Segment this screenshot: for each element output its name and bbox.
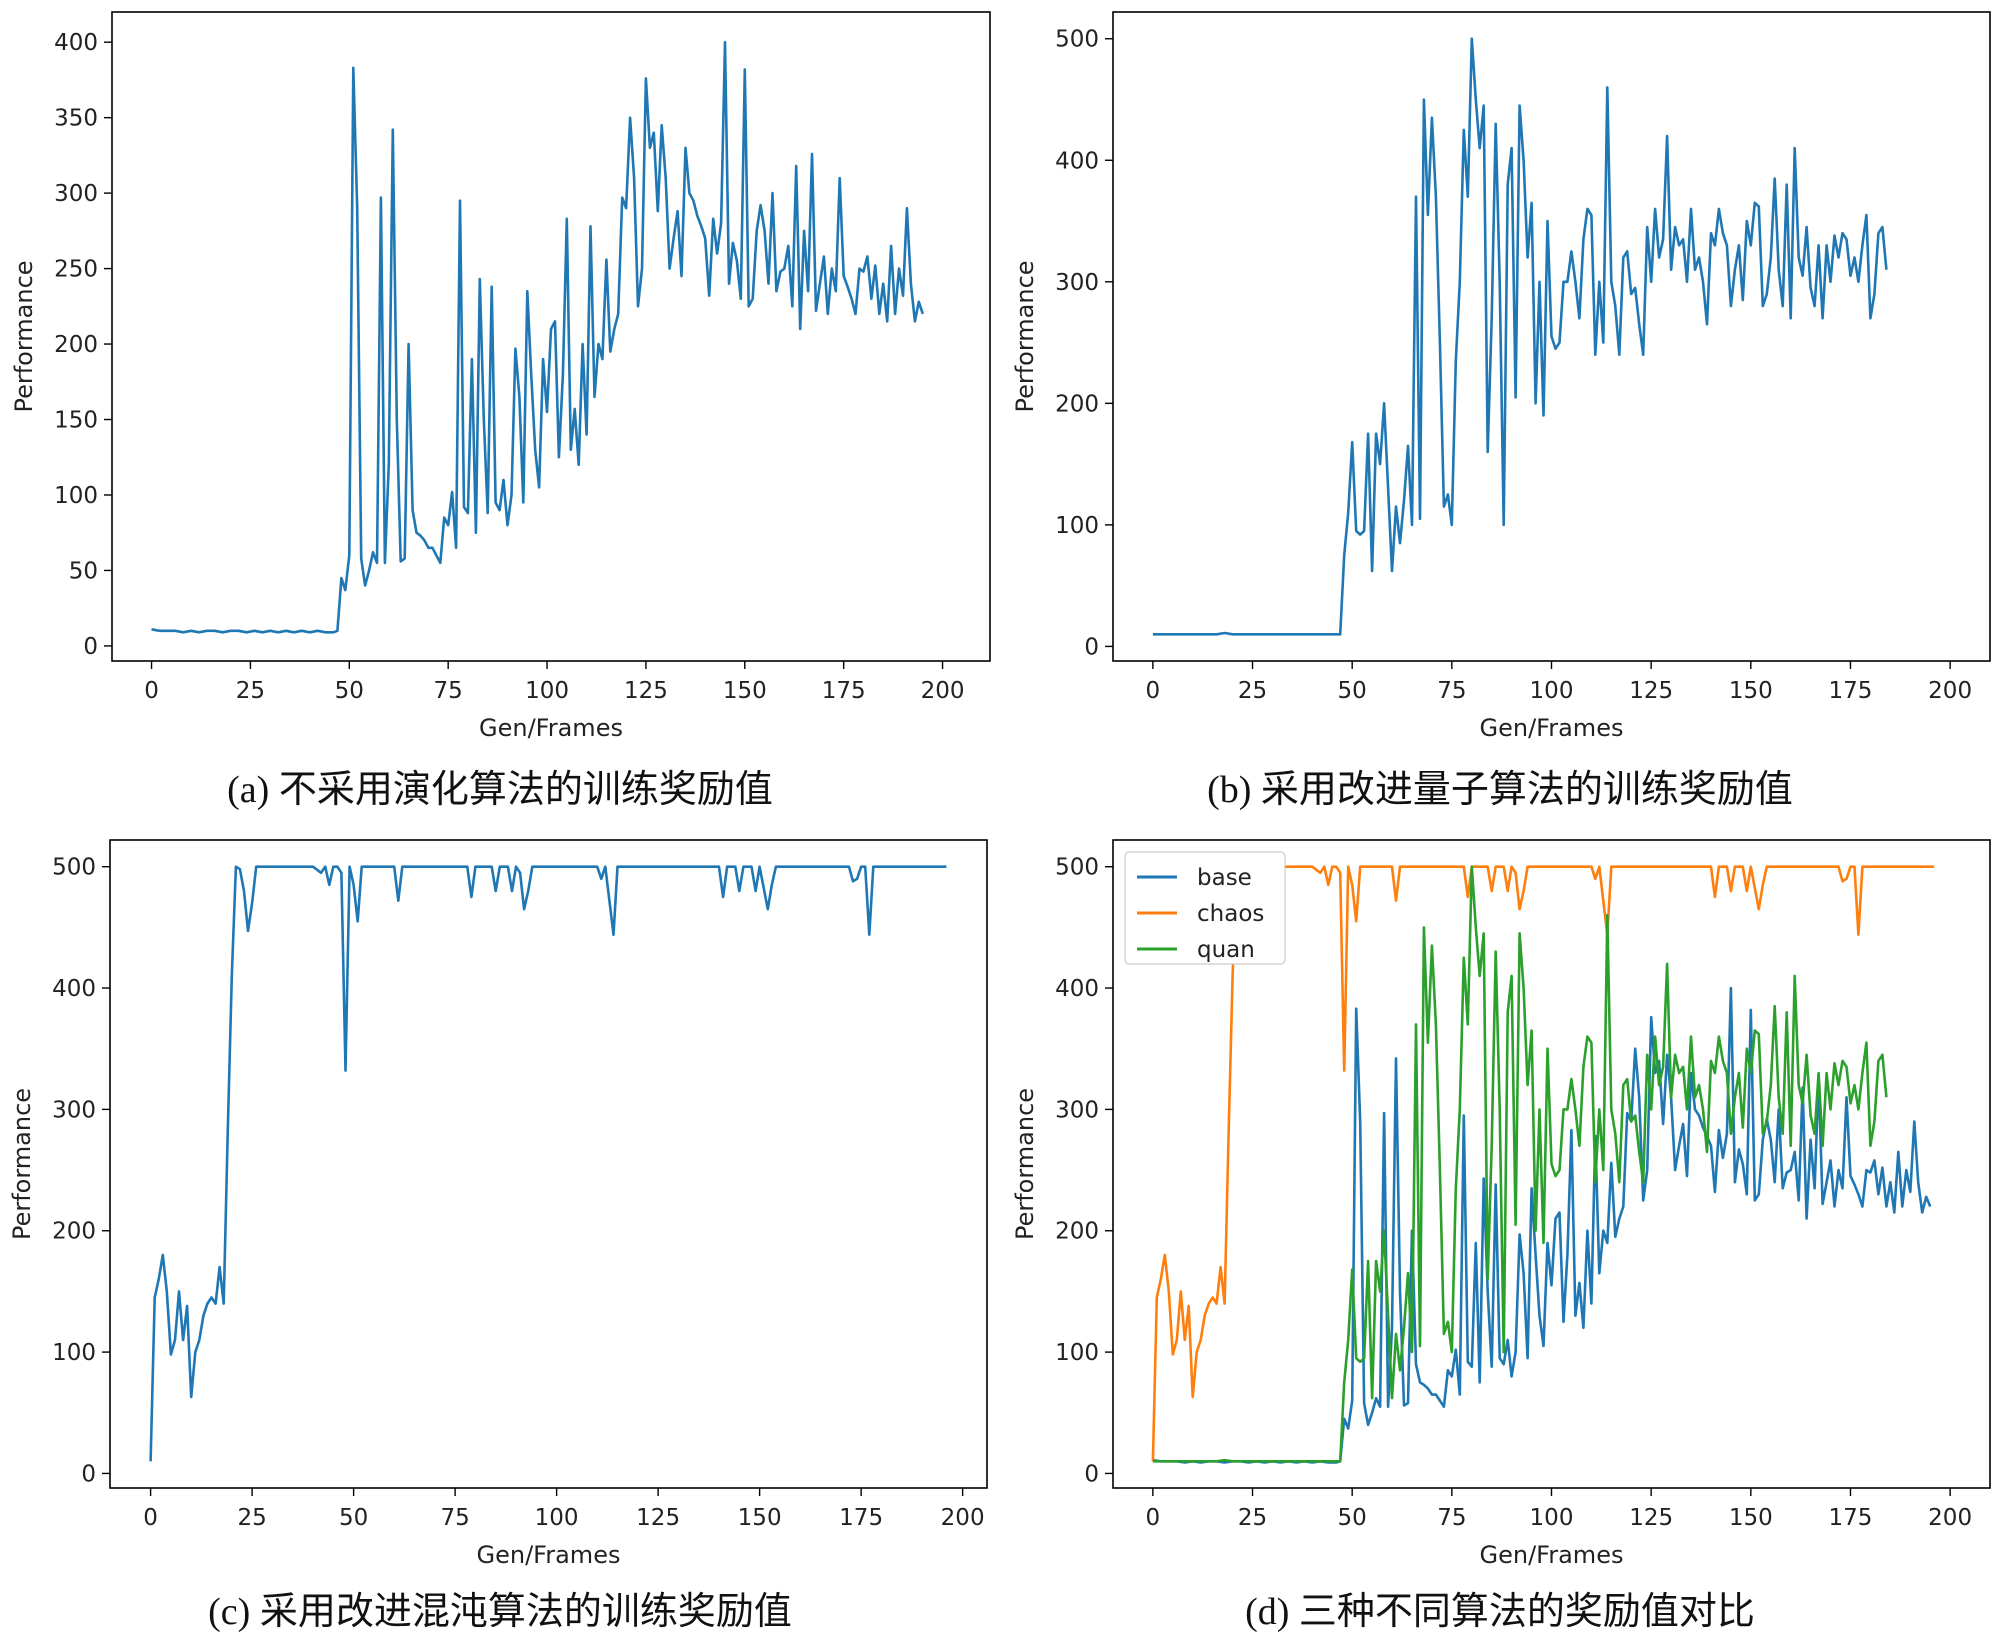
caption-a: (a) 不采用演化算法的训练奖励值 [227, 769, 773, 811]
x-tick-label: 175 [822, 678, 866, 704]
x-tick-label: 0 [1146, 1505, 1161, 1531]
y-tick-label: 150 [54, 408, 98, 434]
y-tick-label: 500 [52, 855, 96, 881]
legend-box [1124, 851, 1286, 965]
x-tick-label: 50 [1338, 678, 1367, 704]
y-tick-label: 100 [54, 483, 98, 509]
x-tick-label: 125 [636, 1505, 680, 1531]
x-tick-label: 100 [525, 678, 569, 704]
series-line [149, 865, 947, 1462]
y-tick-label: 400 [1055, 148, 1099, 174]
x-tick-label: 200 [941, 1505, 985, 1531]
y-tick-label: 400 [54, 30, 98, 56]
x-tick-label: 75 [1437, 678, 1466, 704]
y-tick-label: 500 [1055, 27, 1099, 53]
y-tick-label: 50 [69, 558, 98, 584]
y-tick-label: 0 [83, 634, 98, 660]
x-tick-label: 75 [434, 678, 463, 704]
y-tick-label: 250 [54, 257, 98, 283]
series-line [1152, 37, 1888, 636]
x-tick-label: 75 [440, 1505, 469, 1531]
x-tick-label: 150 [738, 1505, 782, 1531]
legend-label-base: base [1197, 865, 1252, 891]
y-tick-label: 350 [54, 106, 98, 132]
x-tick-label: 200 [1928, 1505, 1972, 1531]
panel-a: 0 25 50 75 100 125 150 175 200 0 50 100 150 200 250 300… [10, 11, 991, 742]
x-axis-label: Gen/Frames [477, 1541, 621, 1569]
x-tick-label: 100 [1530, 678, 1574, 704]
caption-c: (c) 采用改进混沌算法的训练奖励值 [208, 1591, 792, 1633]
series-line-quan [1152, 865, 1888, 1463]
y-axis-label: Performance [1011, 260, 1039, 412]
y-tick-label: 0 [1084, 1461, 1099, 1487]
x-tick-label: 175 [839, 1505, 883, 1531]
y-tick-label: 0 [81, 1461, 96, 1487]
legend: base chaos quan [1124, 851, 1286, 965]
x-axis-label: Gen/Frames [479, 714, 623, 742]
x-tick-label: 175 [1829, 678, 1873, 704]
x-tick-label: 25 [237, 1505, 266, 1531]
y-tick-label: 0 [1084, 634, 1099, 660]
series-line-base [1152, 986, 1932, 1464]
legend-label-quan: quan [1197, 937, 1255, 963]
y-axis-label: Performance [1011, 1088, 1039, 1240]
x-tick-label: 25 [236, 678, 265, 704]
x-tick-label: 175 [1829, 1505, 1873, 1531]
x-tick-label: 125 [624, 678, 668, 704]
y-axis-label: Performance [10, 260, 38, 412]
legend-label-chaos: chaos [1197, 901, 1264, 927]
panel-d: 0 25 50 75 100 125 150 175 200 0 100 200 300 400 500 Ge… [1011, 839, 1991, 1569]
x-tick-label: 0 [143, 1505, 158, 1531]
y-tick-label: 300 [1055, 270, 1099, 296]
x-tick-label: 125 [1629, 1505, 1673, 1531]
caption-b: (b) 采用改进量子算法的训练奖励值 [1207, 769, 1793, 811]
y-tick-label: 500 [1055, 855, 1099, 881]
x-tick-label: 100 [535, 1505, 579, 1531]
series-line [151, 40, 925, 634]
x-tick-label: 125 [1629, 678, 1673, 704]
y-tick-label: 400 [52, 976, 96, 1002]
y-tick-label: 200 [54, 332, 98, 358]
plot-frame [111, 11, 991, 662]
x-tick-label: 50 [1338, 1505, 1367, 1531]
y-axis-label: Performance [8, 1088, 36, 1240]
x-axis-label: Gen/Frames [1480, 1541, 1624, 1569]
x-tick-label: 0 [144, 678, 159, 704]
caption-d: (d) 三种不同算法的奖励值对比 [1245, 1591, 1755, 1633]
y-tick-label: 300 [1055, 1097, 1099, 1123]
x-tick-label: 150 [723, 678, 767, 704]
x-tick-label: 25 [1238, 1505, 1267, 1531]
panel-b: 0 25 50 75 100 125 150 175 200 0 100 200 300 400 500 Ge… [1011, 11, 1991, 742]
y-tick-label: 200 [1055, 1219, 1099, 1245]
panel-c: 0 25 50 75 100 125 150 175 200 0 100 200 300 400 500 Ge… [8, 839, 988, 1569]
x-tick-label: 200 [921, 678, 965, 704]
x-tick-label: 100 [1530, 1505, 1574, 1531]
x-tick-label: 150 [1729, 1505, 1773, 1531]
y-tick-label: 200 [1055, 391, 1099, 417]
y-tick-label: 300 [52, 1097, 96, 1123]
y-tick-label: 200 [52, 1219, 96, 1245]
x-tick-label: 25 [1238, 678, 1267, 704]
x-axis-label: Gen/Frames [1480, 714, 1624, 742]
x-tick-label: 200 [1928, 678, 1972, 704]
y-tick-label: 400 [1055, 976, 1099, 1002]
x-tick-label: 50 [339, 1505, 368, 1531]
x-tick-label: 150 [1729, 678, 1773, 704]
y-tick-label: 300 [54, 181, 98, 207]
y-tick-label: 100 [1055, 513, 1099, 539]
x-tick-label: 75 [1437, 1505, 1466, 1531]
x-tick-label: 50 [335, 678, 364, 704]
y-tick-label: 100 [52, 1340, 96, 1366]
y-tick-label: 100 [1055, 1340, 1099, 1366]
plot-frame [109, 839, 988, 1489]
x-tick-label: 0 [1146, 678, 1161, 704]
